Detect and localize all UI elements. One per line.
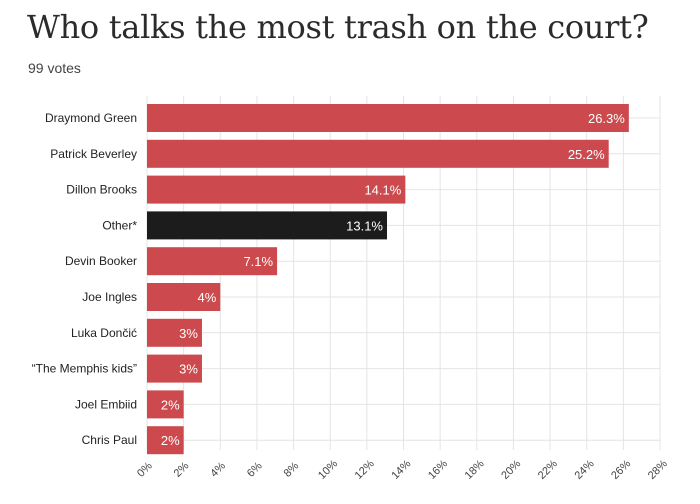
- category-label: Devin Booker: [65, 254, 137, 268]
- x-tick-label: 14%: [389, 458, 413, 482]
- value-labels: 26.3% 25.2% 14.1% 13.1% 7.1% 4% 3% 3% 2% 2%: [161, 111, 625, 448]
- bar: [147, 318, 202, 347]
- x-tick-label: 22%: [536, 458, 560, 482]
- category-label: Dillon Brooks: [66, 183, 137, 197]
- x-tick-label: 28%: [646, 458, 670, 482]
- x-tick-label: 10%: [316, 458, 340, 482]
- x-tick-label: 0%: [135, 460, 155, 480]
- x-tick-label: 20%: [499, 458, 523, 482]
- bar: [147, 426, 184, 455]
- bar: [147, 354, 202, 383]
- bars: [147, 104, 629, 455]
- category-label: Draymond Green: [45, 111, 137, 125]
- value-label: 2%: [161, 433, 180, 448]
- bar-chart: Draymond Green Patrick Beverley Dillon Bro…: [32, 96, 670, 482]
- x-axis-tick-labels: 0% 2% 4% 6% 8% 10% 12% 14% 16% 18% 20% 22% 24% 26% 28%: [135, 458, 670, 482]
- category-label: Patrick Beverley: [50, 147, 137, 161]
- value-label: 4%: [197, 290, 216, 305]
- value-label: 14.1%: [364, 183, 401, 198]
- category-label: Other*: [102, 218, 137, 232]
- value-label: 26.3%: [588, 111, 625, 126]
- bar: [147, 104, 629, 132]
- bar: [147, 283, 221, 311]
- x-tick-label: 26%: [609, 458, 633, 482]
- bar: [147, 139, 609, 168]
- value-label: 3%: [179, 362, 198, 377]
- bar: [147, 390, 184, 419]
- category-label: Luka Dončić: [71, 326, 137, 340]
- value-label: 25.2%: [568, 147, 605, 162]
- bar: [147, 247, 278, 276]
- x-tick-label: 24%: [573, 458, 597, 482]
- x-tick-label: 16%: [426, 458, 450, 482]
- category-labels: Draymond Green Patrick Beverley Dillon Bro…: [32, 111, 138, 447]
- bar: [147, 175, 406, 204]
- x-tick-label: 4%: [208, 460, 228, 480]
- vote-count: 99 votes: [28, 60, 81, 76]
- category-label: Joel Embiid: [75, 397, 137, 411]
- value-label: 13.1%: [346, 218, 383, 233]
- x-tick-label: 2%: [172, 460, 192, 480]
- x-tick-label: 8%: [282, 460, 302, 480]
- value-label: 2%: [161, 397, 180, 412]
- value-label: 3%: [179, 326, 198, 341]
- chart-title: Who talks the most trash on the court?: [27, 8, 649, 46]
- x-tick-label: 12%: [353, 458, 377, 482]
- x-tick-label: 6%: [245, 460, 265, 480]
- category-label: Chris Paul: [82, 433, 137, 447]
- value-label: 7.1%: [243, 254, 273, 269]
- x-tick-label: 18%: [463, 458, 487, 482]
- bar: [147, 211, 388, 240]
- category-label: “The Memphis kids”: [32, 362, 137, 376]
- category-label: Joe Ingles: [82, 290, 137, 304]
